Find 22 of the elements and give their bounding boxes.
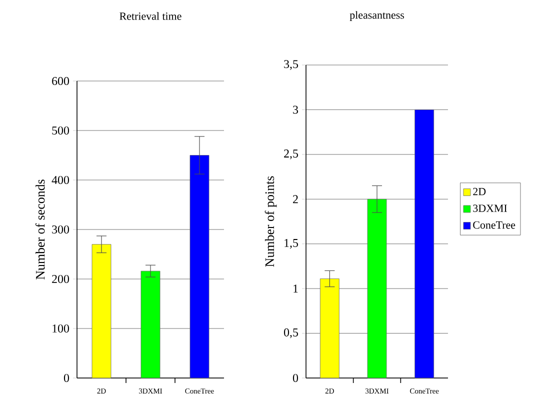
y-tick-label: 0,5 <box>284 328 298 338</box>
chart-title: Retrieval time <box>120 12 182 20</box>
y-axis-title: Number of points <box>264 176 277 267</box>
y-tick-label: 3,5 <box>284 60 298 70</box>
y-tick-label: 0 <box>64 374 70 382</box>
legend-label: 3DXMI <box>473 204 507 212</box>
legend-label: 2D <box>473 188 486 196</box>
y-tick-label: 1 <box>294 284 298 293</box>
y-tick-label: 2,5 <box>284 150 298 160</box>
y-tick-label: 200 <box>52 274 70 284</box>
chart-title: pleasantness <box>350 11 404 21</box>
y-tick-label: 400 <box>52 176 70 184</box>
y-tick-label: 0 <box>292 374 298 382</box>
y-tick-label: 100 <box>52 324 70 333</box>
legend-label: ConeTree <box>473 221 516 229</box>
y-axis-title: Number of seconds <box>35 180 45 280</box>
y-tick-label: 600 <box>52 76 70 86</box>
y-tick-label: 2 <box>293 195 298 204</box>
y-tick-label: 1,5 <box>284 238 298 249</box>
y-tick-label: 300 <box>52 225 70 234</box>
y-tick-label: 3 <box>293 106 298 114</box>
y-tick-label: 500 <box>52 126 70 135</box>
